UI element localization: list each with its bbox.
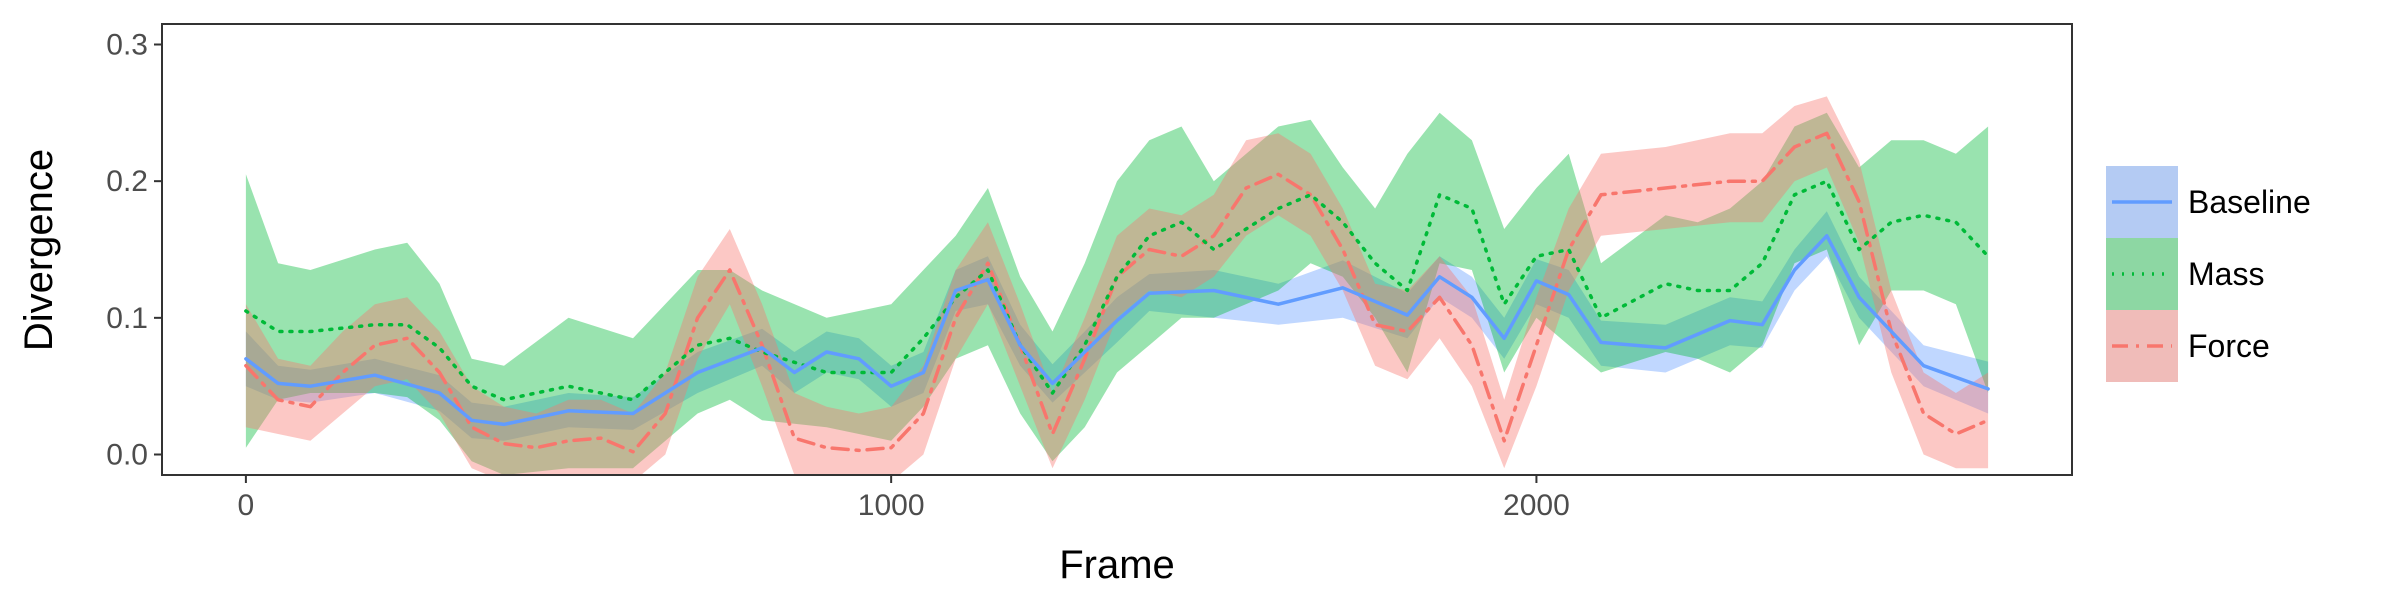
x-axis-title: Frame xyxy=(1059,543,1175,587)
y-axis: 0.0 0.1 0.2 0.3 xyxy=(106,29,162,472)
legend-item-mass: Mass xyxy=(2106,238,2264,310)
y-tick-label: 0.3 xyxy=(106,29,148,62)
legend-item-baseline: Baseline xyxy=(2106,166,2311,238)
line-force xyxy=(244,131,1990,454)
x-tick-label: 0 xyxy=(238,489,255,522)
legend-label: Mass xyxy=(2188,256,2264,292)
x-tick-label: 2000 xyxy=(1503,489,1570,522)
y-tick-label: 0.2 xyxy=(106,165,148,198)
plot-panel-border xyxy=(161,23,2073,476)
line-mass xyxy=(244,179,1990,402)
line-baseline xyxy=(244,234,1990,427)
legend-label: Baseline xyxy=(2188,184,2311,220)
legend-item-force: Force xyxy=(2106,310,2270,382)
series-lines xyxy=(244,131,1990,454)
x-axis: 0 1000 2000 xyxy=(238,475,1570,522)
plot-area xyxy=(244,96,1990,475)
y-tick-label: 0.1 xyxy=(106,302,148,335)
y-tick-label: 0.0 xyxy=(106,439,148,472)
x-tick-label: 1000 xyxy=(858,489,925,522)
legend-label: Force xyxy=(2188,328,2270,364)
legend: Baseline Mass Force xyxy=(2106,166,2311,382)
band-force xyxy=(245,96,1989,475)
y-axis-title: Divergence xyxy=(17,149,61,351)
